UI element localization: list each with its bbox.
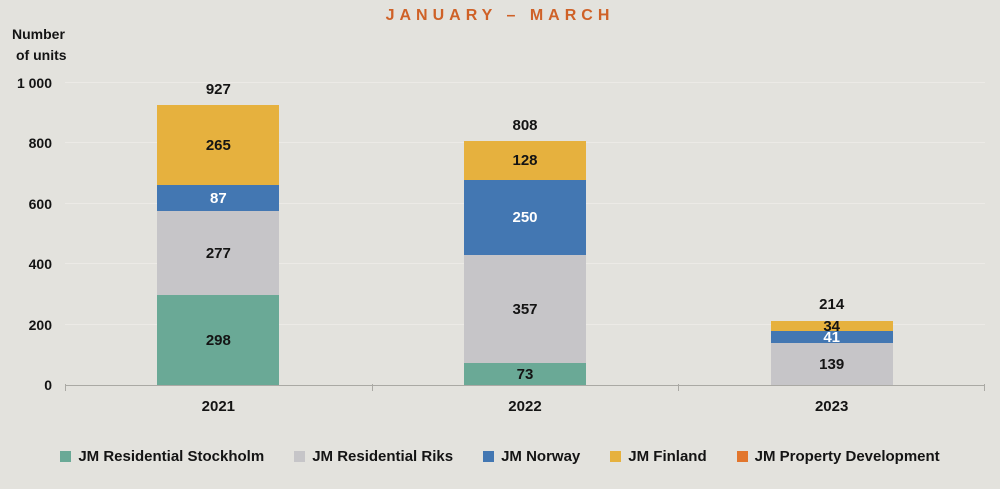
bar-total-label: 214 — [819, 296, 845, 313]
legend-swatch-icon — [483, 451, 495, 462]
legend-item: JM Norway — [483, 448, 580, 465]
y-axis-title-line2: of units — [16, 47, 67, 63]
bar-total-label: 808 — [512, 117, 538, 134]
y-tick-label: 400 — [28, 256, 52, 273]
legend-swatch-icon — [610, 451, 622, 462]
bar-2021: 298 277 87 265 927 — [157, 65, 280, 385]
legend-swatch-icon — [60, 451, 72, 462]
x-axis-tick — [984, 384, 985, 391]
y-axis-title-line1: Number — [12, 26, 65, 42]
gridline — [65, 82, 985, 83]
x-category-label: 2022 — [508, 398, 542, 415]
y-tick-label: 200 — [28, 316, 52, 333]
legend-item: JM Property Development — [736, 448, 940, 465]
plot-area: 298 277 87 265 927 2021 73 357 250 128 808 2022 139 4… — [65, 81, 985, 415]
legend-label: JM Finland — [628, 448, 707, 465]
legend-item: JM Residential Riks — [294, 448, 453, 465]
legend-swatch-icon — [294, 451, 306, 462]
y-tick-label: 800 — [28, 135, 52, 152]
legend: JM Residential Stockholm JM Residential R… — [0, 448, 1000, 465]
legend-swatch-icon — [736, 451, 748, 462]
bar-segment: 87 — [157, 185, 280, 211]
bar-segment: 357 — [464, 255, 586, 363]
bar-segment: 128 — [464, 141, 586, 180]
y-axis-title: Number of units — [12, 24, 67, 66]
bar-segment: 34 — [770, 318, 893, 335]
x-axis-tick — [65, 384, 66, 391]
y-tick-label: 600 — [28, 195, 52, 212]
bar-segment: 73 — [464, 363, 586, 385]
legend-item: JM Finland — [610, 448, 707, 465]
x-category-label: 2023 — [814, 398, 849, 415]
legend-label: JM Residential Riks — [312, 448, 454, 465]
bar-total-label: 927 — [205, 81, 231, 98]
y-tick-label: 0 — [44, 377, 52, 393]
bar-2023: 139 41 34 214 — [770, 280, 893, 385]
x-axis-line — [65, 385, 985, 386]
bar-segment: 277 — [157, 211, 280, 295]
chart-title: JANUARY – MARCH — [385, 7, 615, 24]
bar-segment: 250 — [464, 179, 586, 255]
bar-segment: 298 — [157, 295, 280, 385]
y-tick-label: 1 000 — [16, 75, 52, 91]
bar-2022: 73 357 250 128 808 — [464, 101, 586, 385]
legend-label: JM Property Development — [754, 448, 940, 465]
legend-label: JM Residential Stockholm — [78, 448, 265, 465]
bar-segment: 41 — [770, 329, 893, 346]
x-category-label: 2021 — [201, 398, 236, 415]
y-tick-labels: 0 200 400 600 800 1 000 — [0, 75, 52, 393]
x-axis-tick — [371, 384, 373, 391]
bar-segment: 265 — [157, 105, 280, 185]
legend-label: JM Norway — [501, 448, 581, 465]
legend-item: JM Residential Stockholm — [60, 448, 264, 465]
bar-segment: 139 — [770, 343, 893, 385]
x-axis-tick — [678, 384, 680, 391]
